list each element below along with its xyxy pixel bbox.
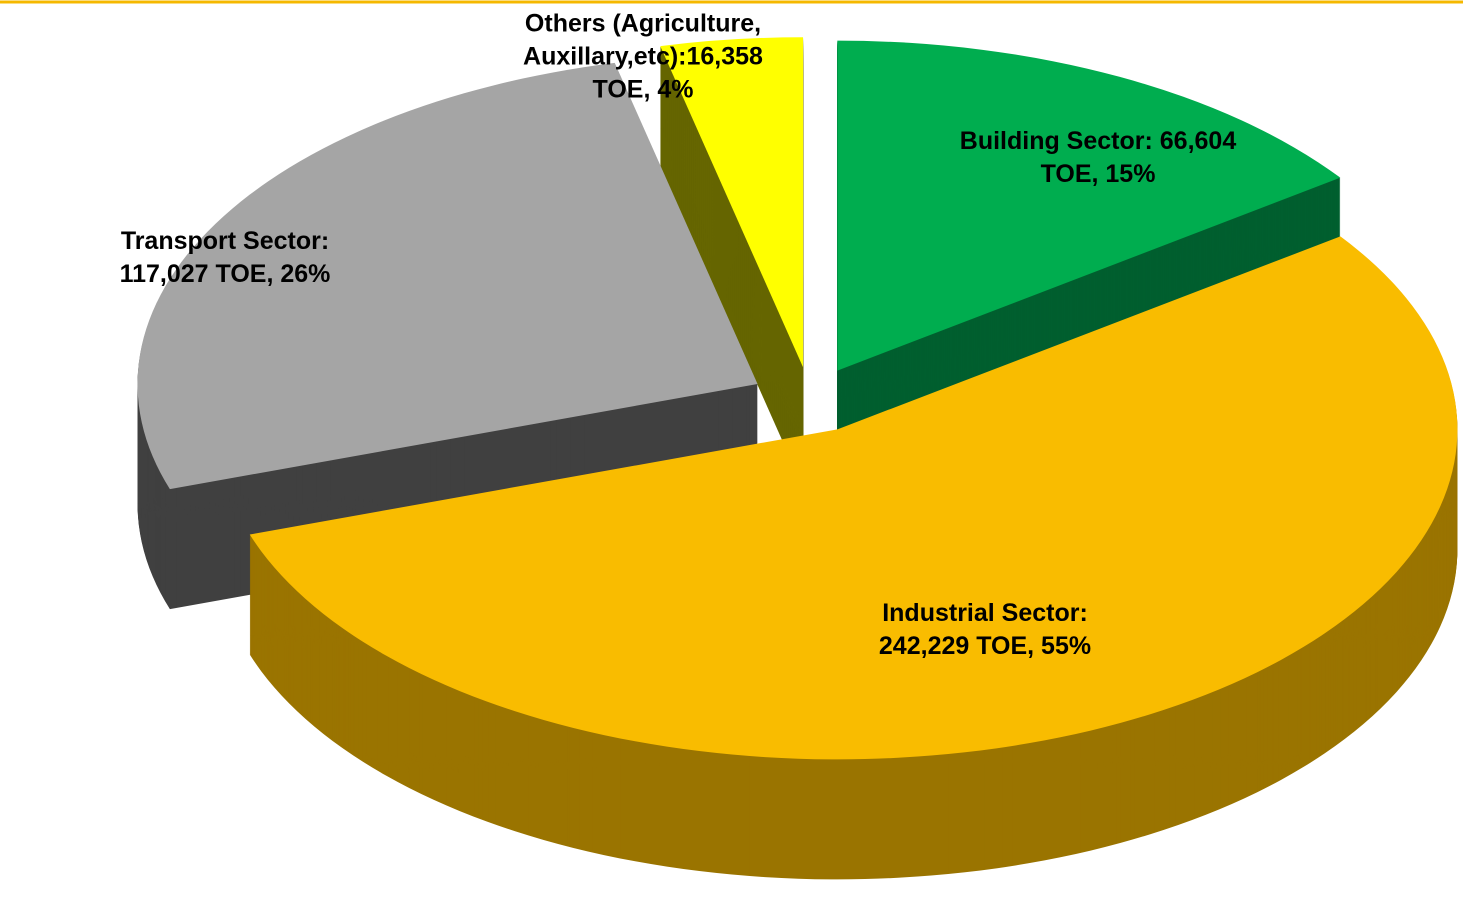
slice [249, 236, 1458, 880]
slice [137, 62, 758, 610]
slice [660, 37, 804, 488]
slice-top [137, 62, 758, 490]
data-label: Transport Sector: 117,027 TOE, 26% [119, 227, 331, 288]
slice-top [660, 37, 804, 368]
data-label: Building Sector: 66,604 TOE, 15% [959, 127, 1237, 188]
slice-top [249, 236, 1458, 760]
data-label: Industrial Sector: 242,229 TOE, 55% [878, 599, 1092, 660]
data-label: Others (Agriculture, Auxillary,etc):16,3… [523, 9, 763, 104]
slice-top [837, 40, 1341, 371]
slice [837, 40, 1341, 491]
